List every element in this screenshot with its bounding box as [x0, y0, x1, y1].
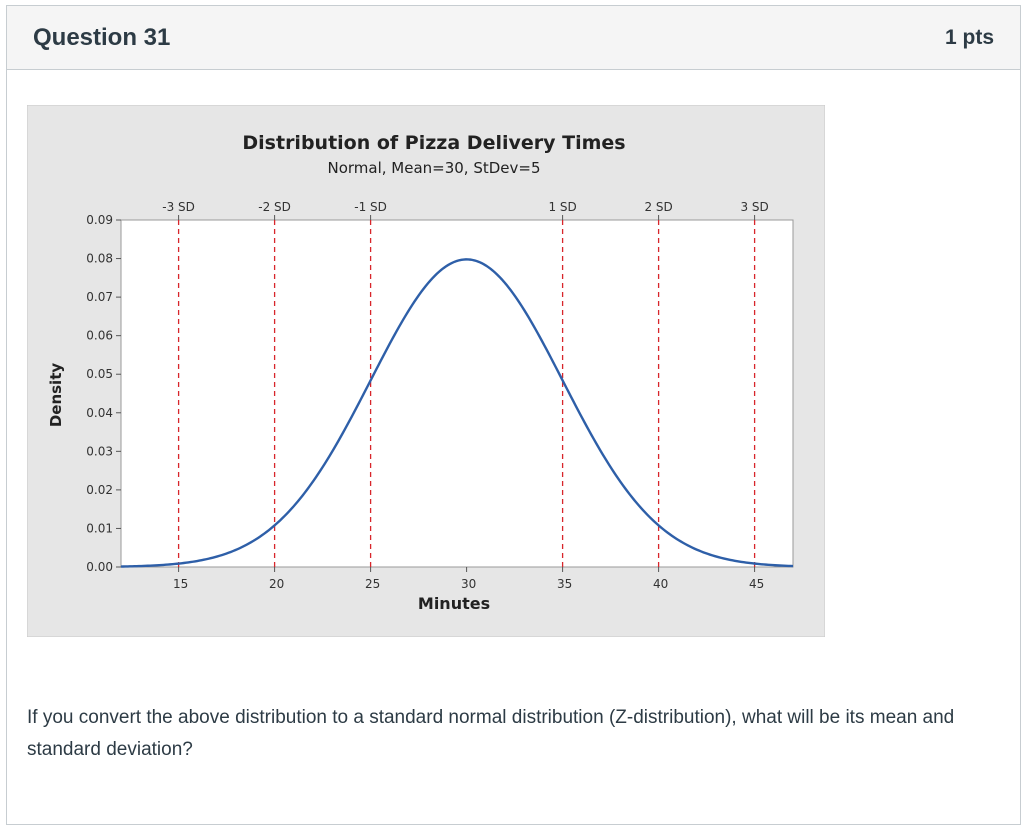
delivery-times-chart: Distribution of Pizza Delivery Times Nor…	[26, 104, 826, 638]
x-tick-label: 40	[653, 577, 668, 591]
y-tick-label: 0.07	[86, 290, 113, 304]
x-tick-label: 30	[461, 577, 476, 591]
plot-area	[120, 219, 794, 568]
reference-label: -1 SD	[354, 200, 387, 214]
chart-image: Distribution of Pizza Delivery Times Nor…	[26, 104, 826, 638]
x-tick-label: 25	[365, 577, 380, 591]
question-header: Question 31 1 pts	[7, 6, 1020, 70]
question-title: Question 31	[33, 23, 171, 51]
x-tick-label: 15	[173, 577, 188, 591]
x-tick-label: 20	[269, 577, 284, 591]
reference-label: 1 SD	[548, 200, 576, 214]
y-axis: 0.00 0.01 0.02 0.03 0.04 0.05 0.06 0.07 0.08 0.09	[86, 213, 121, 574]
y-tick-label: 0.08	[86, 252, 113, 266]
y-tick-label: 0.00	[86, 560, 113, 574]
x-axis: 15 20 25 30 35 40 45	[173, 567, 764, 591]
chart-title: Distribution of Pizza Delivery Times	[242, 132, 625, 154]
reference-label: 2 SD	[644, 200, 672, 214]
reference-label: -2 SD	[258, 200, 291, 214]
x-tick-label: 35	[557, 577, 572, 591]
question-text: If you convert the above distribution to…	[27, 707, 955, 760]
question-card: Question 31 1 pts	[6, 5, 1021, 825]
y-tick-label: 0.02	[86, 483, 113, 497]
chart-subtitle: Normal, Mean=30, StDev=5	[327, 159, 540, 177]
x-tick-label: 45	[749, 577, 764, 591]
x-axis-label: Minutes	[418, 594, 490, 613]
y-tick-label: 0.06	[86, 329, 113, 343]
y-axis-label: Density	[47, 363, 65, 428]
reference-lines: -3 SD -2 SD -1 SD 1 SD 2 SD 3 SD	[162, 200, 769, 567]
question-points: 1 pts	[944, 25, 994, 49]
y-tick-label: 0.01	[86, 521, 113, 535]
y-tick-label: 0.04	[86, 406, 113, 420]
reference-label: -3 SD	[162, 200, 195, 214]
y-tick-label: 0.05	[86, 367, 113, 381]
y-tick-label: 0.03	[86, 444, 113, 458]
reference-label: 3 SD	[740, 200, 768, 214]
y-tick-label: 0.09	[86, 213, 113, 227]
normal-curve	[120, 258, 794, 568]
